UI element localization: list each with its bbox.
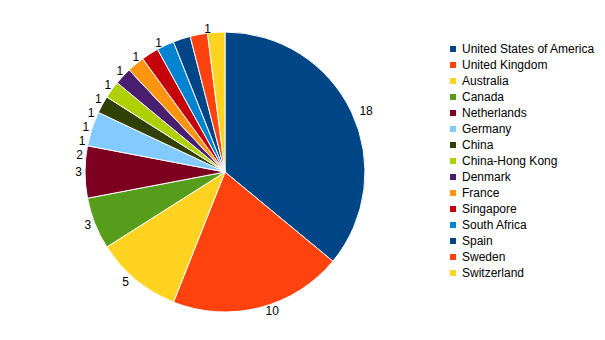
svg-text:2: 2 [76, 148, 83, 162]
svg-text:Switzerland: Switzerland [462, 266, 524, 280]
svg-text:1: 1 [88, 106, 95, 120]
svg-text:Canada: Canada [462, 90, 504, 104]
svg-text:18: 18 [359, 104, 373, 118]
svg-text:1: 1 [133, 50, 140, 64]
svg-text:Denmark: Denmark [462, 170, 512, 184]
svg-text:10: 10 [266, 304, 280, 318]
svg-text:Sweden: Sweden [462, 250, 505, 264]
svg-text:Spain: Spain [462, 234, 493, 248]
svg-text:1: 1 [104, 78, 111, 92]
svg-text:1: 1 [155, 36, 162, 50]
svg-text:1: 1 [95, 92, 102, 106]
svg-text:3: 3 [75, 165, 82, 179]
svg-text:1: 1 [117, 64, 124, 78]
svg-text:Germany: Germany [462, 122, 511, 136]
svg-text:Netherlands: Netherlands [462, 106, 527, 120]
svg-text:China-Hong Kong: China-Hong Kong [462, 154, 557, 168]
svg-text:South Africa: South Africa [462, 218, 527, 232]
svg-text:3: 3 [85, 218, 92, 232]
svg-text:United Kingdom: United Kingdom [462, 58, 547, 72]
svg-text:United States of America: United States of America [462, 42, 594, 56]
svg-text:China: China [462, 138, 494, 152]
svg-text:5: 5 [122, 275, 129, 289]
svg-text:Singapore: Singapore [462, 202, 517, 216]
svg-text:1: 1 [204, 22, 211, 36]
svg-text:France: France [462, 186, 500, 200]
svg-text:Australia: Australia [462, 74, 509, 88]
svg-text:1: 1 [79, 134, 86, 148]
svg-text:1: 1 [82, 120, 89, 134]
